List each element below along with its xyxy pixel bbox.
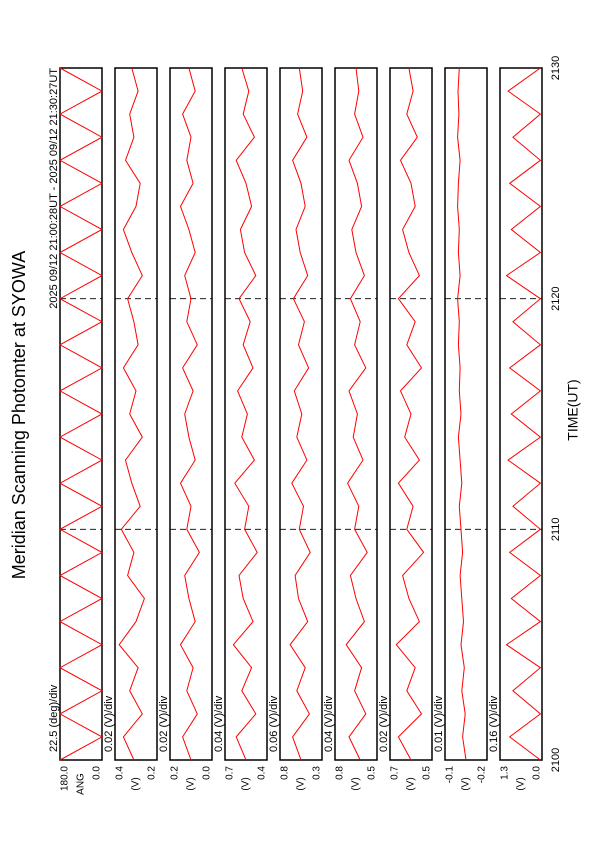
data-line bbox=[457, 67, 467, 761]
unit-label: (V) bbox=[351, 777, 362, 790]
panel-frame bbox=[334, 67, 378, 761]
y-tick-label: 180.0 bbox=[60, 766, 71, 791]
scale-label: 22.5 (deg)/div bbox=[48, 684, 60, 752]
y-tick-label: 0.3 bbox=[312, 766, 323, 780]
data-line bbox=[118, 67, 145, 761]
data-line bbox=[395, 67, 425, 761]
y-tick-label: 0.0 bbox=[92, 766, 103, 780]
panel-frame bbox=[499, 67, 543, 761]
y-tick-label: 0.8 bbox=[280, 766, 291, 780]
panel-frame bbox=[279, 67, 323, 761]
unit-label: (V) bbox=[241, 777, 252, 790]
y-tick-label: 1.3 bbox=[500, 766, 511, 780]
y-tick-label: 0.2 bbox=[147, 766, 158, 780]
panel-frame bbox=[169, 67, 213, 761]
x-tick-label: 2100 bbox=[550, 748, 562, 772]
scale-label: 0.02 (V)/div bbox=[378, 695, 390, 752]
unit-label: (V) bbox=[186, 777, 197, 790]
scale-label: 0.04 (V)/div bbox=[323, 695, 335, 752]
data-line bbox=[289, 67, 311, 761]
chart: Meridian Scanning Photomter at SYOWA 202… bbox=[9, 56, 581, 795]
y-tick-label: 0.8 bbox=[335, 766, 346, 780]
panel-frame bbox=[114, 67, 158, 761]
x-axis-label: TIME(UT) bbox=[565, 379, 581, 440]
unit-label: (V) bbox=[461, 777, 472, 790]
unit-label: (V) bbox=[131, 777, 142, 790]
data-line bbox=[232, 67, 258, 761]
y-tick-label: 0.0 bbox=[532, 766, 543, 780]
y-tick-label: 0.4 bbox=[115, 766, 126, 780]
y-tick-label: -0.2 bbox=[477, 766, 488, 784]
y-tick-label: 0.5 bbox=[367, 766, 378, 780]
y-tick-label: 0.4 bbox=[257, 766, 268, 780]
y-tick-label: -0.1 bbox=[445, 766, 456, 784]
panel-frame bbox=[444, 67, 488, 761]
panel-frame bbox=[224, 67, 268, 761]
scale-label: 0.02 (V)/div bbox=[103, 695, 115, 752]
scale-label: 0.04 (V)/div bbox=[213, 695, 225, 752]
unit-label: (V) bbox=[406, 777, 417, 790]
y-tick-label: 0.2 bbox=[170, 766, 181, 780]
chart-subtitle: 2025 09/12 21:00:28UT - 2025 09/12 21:30… bbox=[48, 68, 60, 309]
y-tick-label: 0.0 bbox=[202, 766, 213, 780]
scale-label: 0.02 (V)/div bbox=[158, 695, 170, 752]
unit-label: (V) bbox=[296, 777, 307, 790]
data-line bbox=[58, 67, 104, 761]
unit-label: (V) bbox=[516, 777, 527, 790]
chart-title: Meridian Scanning Photomter at SYOWA bbox=[9, 251, 29, 579]
y-tick-label: 0.5 bbox=[422, 766, 433, 780]
scale-label: 0.01 (V)/div bbox=[433, 695, 445, 752]
data-line bbox=[505, 67, 542, 761]
y-tick-label: 0.7 bbox=[390, 766, 401, 780]
unit-label: ANG bbox=[76, 773, 87, 795]
x-tick-label: 2120 bbox=[550, 286, 562, 310]
data-line bbox=[345, 67, 368, 761]
scale-label: 0.16 (V)/div bbox=[488, 695, 500, 752]
y-tick-label: 0.7 bbox=[225, 766, 236, 780]
scale-label: 0.06 (V)/div bbox=[268, 695, 280, 752]
x-tick-label: 2130 bbox=[550, 56, 562, 80]
x-tick-label: 2110 bbox=[550, 518, 562, 542]
data-line bbox=[179, 67, 200, 761]
